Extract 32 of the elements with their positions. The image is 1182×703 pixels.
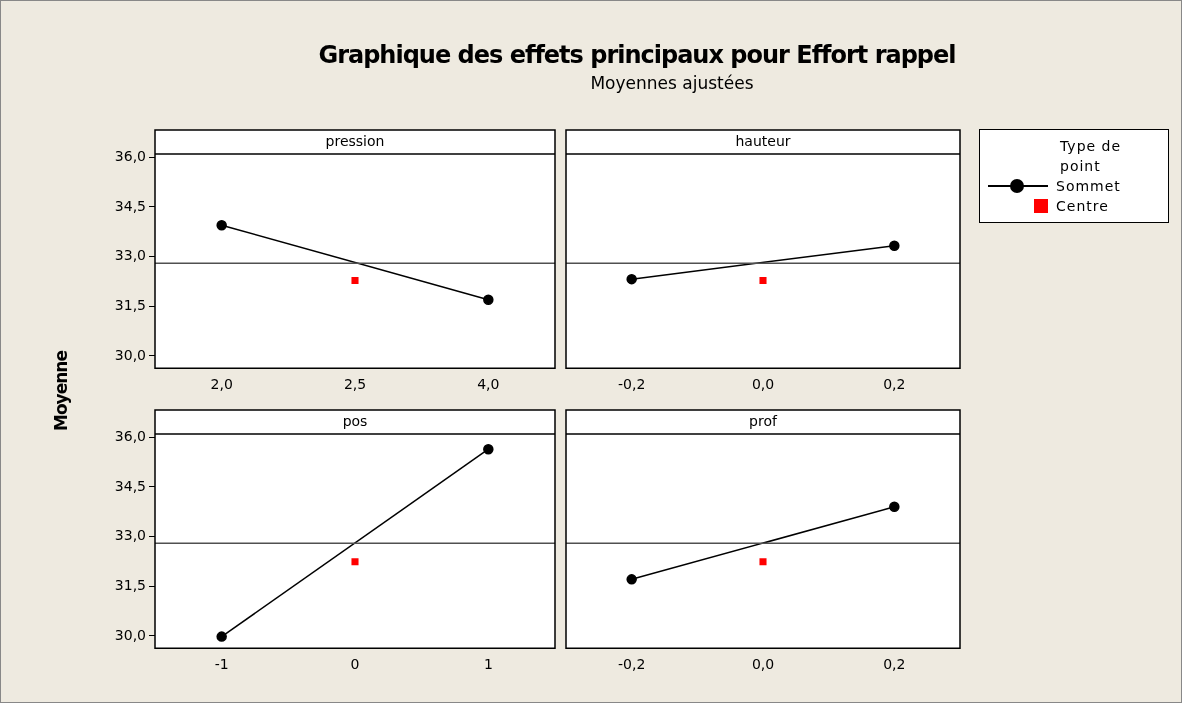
y-tick-label: 33,0 [114, 247, 146, 264]
x-tick-label: 0,0 [751, 656, 775, 673]
x-tick-label: -1 [214, 656, 229, 673]
x-tick-label: 0,2 [883, 376, 906, 393]
legend-label: Centre [1056, 198, 1109, 214]
x-tick-label: 0 [350, 656, 360, 673]
x-tick-label: -0,2 [618, 656, 646, 673]
y-tick-label: 34,5 [114, 197, 146, 214]
chart-title: pression [325, 132, 385, 149]
text: Graphique des effets principaux pour Effort rappel [317, 41, 957, 69]
chart-title: prof [749, 412, 778, 429]
y-tick-label: 30,0 [114, 346, 146, 363]
text: Moyennes ajustées [589, 73, 755, 93]
legend-title: Type de point [1059, 137, 1123, 176]
chart-title: hauteur [735, 132, 791, 149]
x-tick-label: 1 [483, 656, 493, 673]
y-tick-label: 36,0 [114, 427, 146, 444]
x-tick-label: 2,5 [343, 376, 367, 393]
chart-title: pos [342, 412, 368, 429]
x-tick-label: 0,2 [883, 656, 906, 673]
y-tick-label: 36,0 [114, 147, 146, 164]
y-tick-label: 34,5 [114, 477, 146, 494]
x-tick-label: 4,0 [477, 376, 500, 393]
y-tick-label: 31,5 [114, 296, 146, 313]
y-tick-label: 33,0 [114, 527, 146, 544]
x-tick-label: 0,0 [751, 376, 775, 393]
y-tick-label: 30,0 [114, 626, 146, 643]
legend-label: Sommet [1056, 178, 1121, 194]
x-tick-label: 2,0 [210, 376, 233, 393]
y-tick-label: 31,5 [114, 576, 146, 593]
x-tick-label: -0,2 [618, 376, 646, 393]
y-axis-title: Moyenne [51, 351, 71, 431]
